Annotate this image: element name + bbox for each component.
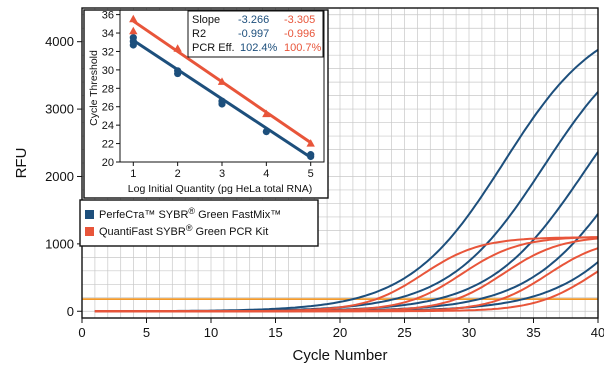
x-tick-label: 10: [204, 325, 218, 340]
x-tick-label: 5: [143, 325, 150, 340]
data-point-quantifast: [217, 77, 227, 85]
inset-y-axis-title: Cycle Threshold: [88, 50, 100, 126]
stat-r2-blue: -0.997: [238, 28, 269, 40]
y-tick-label: 0: [67, 304, 74, 319]
legend-label-quantifast: QuantiFast SYBR® Green PCR Kit: [99, 223, 268, 238]
inset-y-tick-label: 34: [102, 28, 114, 40]
inset-x-axis-title: Log Initial Quantity (pg HeLa total RNA): [128, 183, 312, 195]
x-tick-label: 30: [462, 325, 476, 340]
x-tick-label: 25: [397, 325, 411, 340]
y-tick-label: 3000: [45, 102, 74, 117]
stat-eff-orange: 100.7%: [284, 42, 322, 54]
y-axis-title: RFU: [13, 148, 30, 179]
data-point-perfecta: [262, 128, 270, 136]
data-point-perfecta: [129, 34, 137, 42]
y-tick-label: 1000: [45, 236, 74, 251]
stat-r2-orange: -0.996: [284, 28, 315, 40]
data-point-perfecta: [174, 67, 182, 75]
inset-y-tick-label: 26: [102, 102, 114, 114]
inset-x-tick-label: 1: [130, 168, 136, 180]
y-tick-label: 4000: [45, 34, 74, 49]
data-point-quantifast: [306, 139, 315, 147]
inset-y-tick-label: 30: [102, 65, 114, 77]
inset-y-tick-label: 20: [102, 157, 114, 169]
amplification-curves: [94, 48, 598, 313]
legend-label-perfecta: PerfeCтa™ SYBR® Green FastMix™: [99, 206, 281, 221]
data-point-perfecta: [307, 151, 315, 159]
inset-series: [129, 14, 315, 161]
stat-slope-orange: -3.305: [284, 14, 315, 26]
data-point-perfecta: [218, 97, 226, 105]
legend-swatch-perfecta: [85, 210, 94, 219]
y-axis-ticks: 0 1000 2000 3000 4000: [45, 34, 82, 319]
stat-label-r2: R2: [192, 28, 206, 40]
stat-label-pcr-eff: PCR Eff.: [192, 42, 235, 54]
inset-y-tick-label: 36: [102, 10, 114, 22]
inset-x-tick-label: 3: [219, 168, 225, 180]
inset-y-tick-label: 24: [102, 120, 114, 132]
legend-swatch-quantifast: [85, 227, 94, 236]
stat-label-slope: Slope: [192, 14, 220, 26]
fit-statistics-frame: [187, 10, 324, 58]
stat-slope-blue: -3.266: [238, 14, 269, 26]
legend: PerfeCтa™ SYBR® Green FastMix™ QuantiFas…: [79, 199, 319, 247]
inset-y-tick-label: 22: [102, 139, 114, 151]
x-tick-label: 15: [268, 325, 282, 340]
inset-x-tick-label: 4: [263, 168, 269, 180]
inset-y-tick-label: 32: [102, 46, 114, 58]
fit-statistics-box: Slope -3.266 -3.305 R2 -0.997 -0.996 PCR…: [187, 10, 324, 58]
amplification-curve-quantifast-5: [94, 270, 598, 313]
stat-eff-blue: 102.4%: [240, 42, 278, 54]
inset-y-tick-label: 28: [102, 83, 114, 95]
inset-x-tick-label: 5: [308, 168, 314, 180]
legend-frame: [79, 199, 319, 247]
x-tick-label: 20: [333, 325, 347, 340]
data-point-quantifast: [262, 109, 271, 118]
x-tick-label: 35: [526, 325, 540, 340]
data-point-quantifast: [173, 44, 182, 52]
x-axis-title: Cycle Number: [292, 347, 387, 364]
y-tick-label: 2000: [45, 169, 74, 184]
data-point-quantifast: [129, 14, 138, 23]
inset-x-tick-label: 2: [175, 168, 181, 180]
x-tick-label: 40: [591, 325, 604, 340]
x-axis-ticks: 0 5 10 15 20 25 30 35 40: [78, 318, 604, 340]
data-point-quantifast: [129, 26, 138, 35]
x-tick-label: 0: [78, 325, 85, 340]
